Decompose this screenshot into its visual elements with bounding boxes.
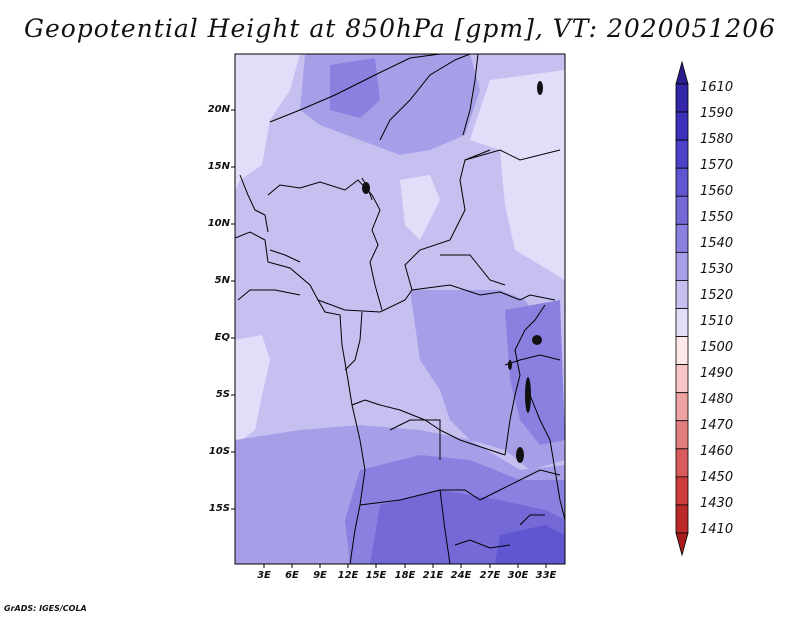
colorbar-label: 1430 — [700, 496, 734, 511]
colorbar-label: 1460 — [700, 444, 734, 459]
lon-label-33e: 33E — [535, 570, 557, 581]
field-1550-n — [330, 58, 380, 118]
field-1520-nw — [235, 54, 300, 190]
colorbar-label: 1550 — [700, 210, 734, 225]
colorbar-swatch — [675, 476, 689, 506]
colorbar-swatch — [675, 308, 689, 337]
lat-label-5s: 5S — [215, 389, 230, 400]
colorbar-swatch — [675, 83, 689, 113]
map-frame — [234, 53, 566, 565]
colorbar-label: 1490 — [700, 366, 734, 381]
colorbar-swatch — [675, 167, 689, 197]
colorbar-swatch — [675, 420, 689, 450]
field-1520-patch — [400, 175, 440, 240]
lon-label-6e: 6E — [285, 570, 299, 581]
colorbar-label: 1480 — [700, 392, 734, 407]
colorbar-label: 1500 — [700, 340, 734, 355]
colorbar-top-arrow — [675, 60, 689, 85]
lon-label-3e: 3E — [257, 570, 271, 581]
colorbar-label: 1590 — [700, 106, 734, 121]
colorbar-label: 1470 — [700, 418, 734, 433]
colorbar-swatch — [675, 251, 689, 281]
colorbar-label: 1510 — [700, 314, 734, 329]
lon-label-12e: 12E — [337, 570, 359, 581]
field-1520-w — [235, 335, 270, 445]
field-1550-e — [505, 300, 565, 445]
lon-label-27e: 27E — [479, 570, 501, 581]
colorbar-label: 1610 — [700, 80, 734, 95]
country-borders — [235, 54, 565, 564]
lat-label-eq: EQ — [214, 332, 230, 343]
lat-label-10s: 10S — [208, 446, 230, 457]
map-field — [235, 54, 565, 564]
lon-label-15e: 15E — [365, 570, 387, 581]
colorbar-swatch — [675, 364, 689, 394]
colorbar-swatch — [675, 139, 689, 169]
colorbar-label: 1570 — [700, 158, 734, 173]
colorbar-swatch — [675, 223, 689, 253]
colorbar-swatch — [675, 392, 689, 422]
colorbar-bottom-arrow — [675, 532, 689, 557]
field-1570-s — [495, 525, 565, 564]
field-1520-ne — [470, 70, 565, 280]
lakes — [362, 81, 543, 463]
colorbar-swatch — [675, 195, 689, 225]
lon-label-9e: 9E — [313, 570, 327, 581]
lon-label-18e: 18E — [394, 570, 416, 581]
lat-label-10n: 10N — [207, 218, 230, 229]
lat-label-20n: 20N — [207, 104, 230, 115]
colorbar-label: 1450 — [700, 470, 734, 485]
colorbar-swatch — [675, 448, 689, 478]
colorbar-swatch — [675, 504, 689, 534]
lon-label-24e: 24E — [450, 570, 472, 581]
colorbar-label: 1530 — [700, 262, 734, 277]
colorbar-label: 1410 — [700, 522, 734, 537]
lat-label-15n: 15N — [207, 161, 230, 172]
colorbar-swatch — [675, 111, 689, 141]
colorbar-swatch — [675, 280, 689, 309]
colorbar-label: 1540 — [700, 236, 734, 251]
lon-label-30e: 30E — [507, 570, 529, 581]
lat-ticks — [231, 109, 235, 510]
lat-label-15s: 15S — [208, 503, 230, 514]
colorbar-swatch — [675, 336, 689, 366]
lon-label-21e: 21E — [422, 570, 444, 581]
colorbar-label: 1520 — [700, 288, 734, 303]
lat-label-5n: 5N — [214, 275, 230, 286]
colorbar — [675, 60, 689, 557]
colorbar-label: 1560 — [700, 184, 734, 199]
map-title: Geopotential Height at 850hPa [gpm], VT:… — [23, 14, 777, 43]
colorbar-label: 1580 — [700, 132, 734, 147]
lon-ticks — [263, 564, 547, 568]
credit-text: GrADS: IGES/COLA — [4, 604, 87, 613]
